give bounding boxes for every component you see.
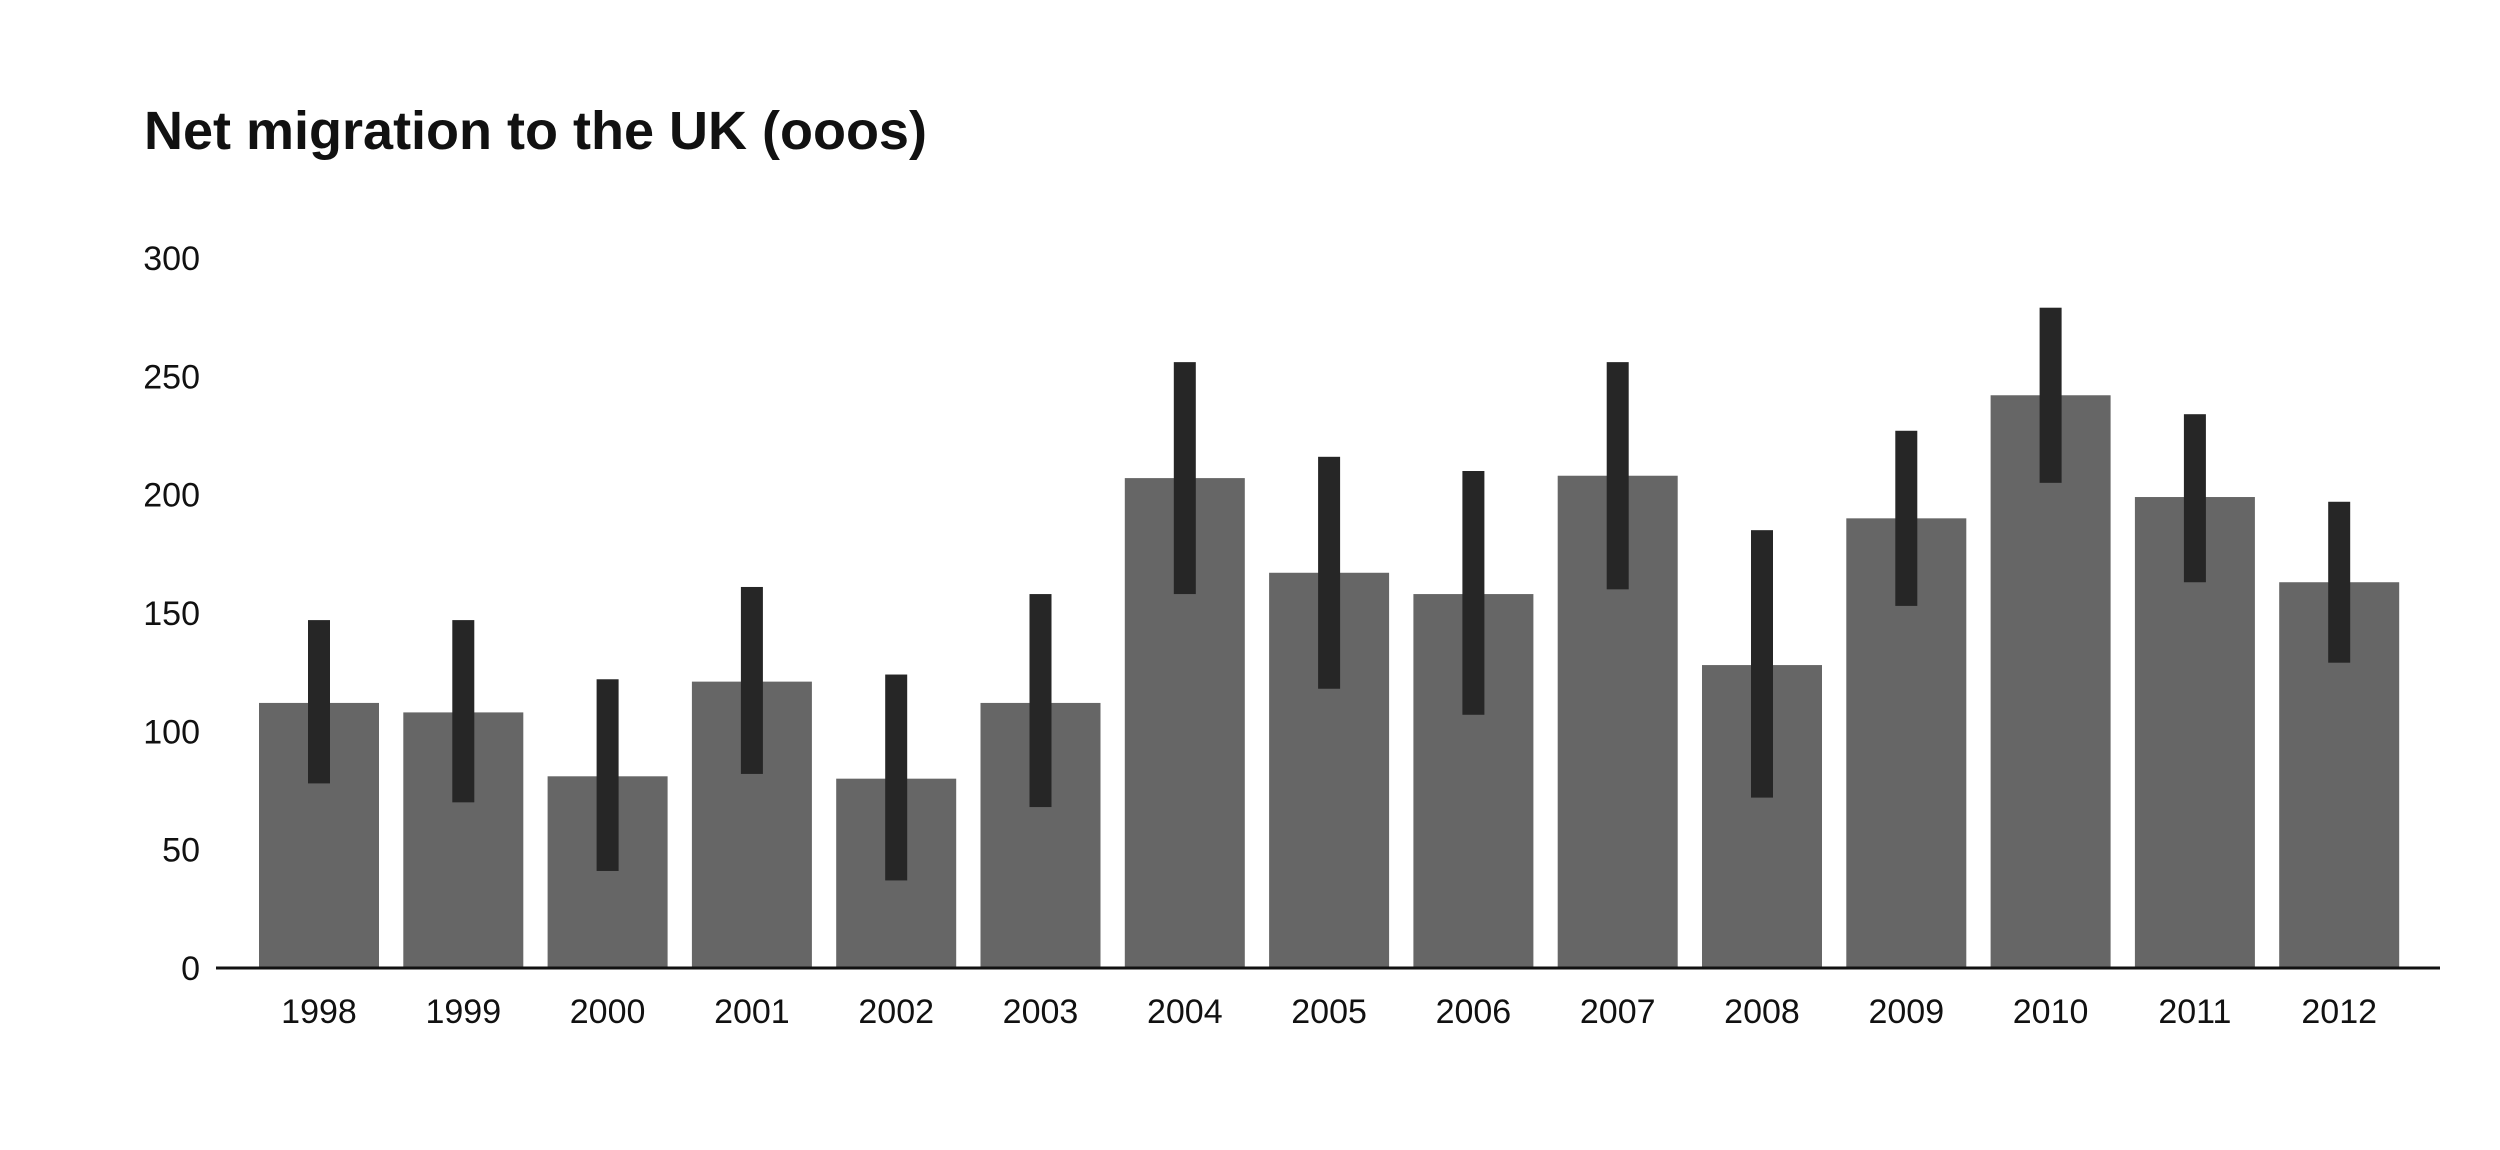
error-bars-group — [308, 307, 2351, 881]
x-tick-label: 2007 — [1580, 993, 1656, 1031]
error-bar-2008 — [1751, 530, 1773, 798]
error-bar-2002 — [885, 674, 908, 881]
bar-2010 — [1990, 395, 2111, 968]
x-tick-label: 1998 — [281, 993, 357, 1031]
error-bar-2003 — [1029, 594, 1052, 808]
chart-title: Net migration to the UK (ooos) — [144, 101, 927, 161]
x-tick-label: 2012 — [2301, 993, 2377, 1031]
error-bar-2001 — [740, 586, 763, 774]
y-tick-label: 50 — [162, 832, 200, 870]
x-tick-label: 2006 — [1436, 993, 1512, 1031]
error-bar-2004 — [1173, 362, 1196, 595]
error-bar-2011 — [2183, 414, 2206, 583]
error-bar-1998 — [308, 620, 330, 784]
y-tick-label: 100 — [143, 713, 200, 751]
y-tick-label: 300 — [143, 240, 200, 278]
x-tick-label: 2008 — [1724, 993, 1800, 1031]
x-tick-label: 2011 — [2158, 993, 2231, 1031]
x-tick-label: 2005 — [1291, 993, 1367, 1031]
x-tick-label: 2004 — [1147, 993, 1223, 1031]
x-tick-label: 2009 — [1868, 993, 1944, 1031]
error-bar-2000 — [596, 679, 619, 871]
y-axis-ticks: 0 50 100 150 200 250 300 — [143, 240, 200, 988]
y-tick-label: 150 — [143, 595, 200, 633]
y-tick-label: 0 — [181, 950, 200, 988]
error-bar-2009 — [1895, 430, 1918, 606]
x-tick-label: 2002 — [858, 993, 934, 1031]
x-tick-label: 2000 — [570, 993, 646, 1031]
y-tick-label: 250 — [143, 358, 200, 396]
error-bar-2006 — [1462, 471, 1485, 715]
x-axis-labels: 1998 1999 2000 2001 2002 2003 2004 2005 2006 2007… — [281, 993, 2377, 1031]
bars-group — [259, 395, 2400, 968]
x-tick-label: 2010 — [2013, 993, 2089, 1031]
error-bar-2010 — [2039, 307, 2062, 483]
error-bar-2007 — [1606, 362, 1629, 590]
x-tick-label: 1999 — [425, 993, 501, 1031]
x-tick-label: 2003 — [1003, 993, 1079, 1031]
error-bar-1999 — [452, 620, 475, 803]
y-tick-label: 200 — [143, 477, 200, 515]
error-bar-2005 — [1318, 456, 1341, 689]
error-bar-2012 — [2328, 501, 2351, 663]
x-tick-label: 2001 — [714, 993, 790, 1031]
